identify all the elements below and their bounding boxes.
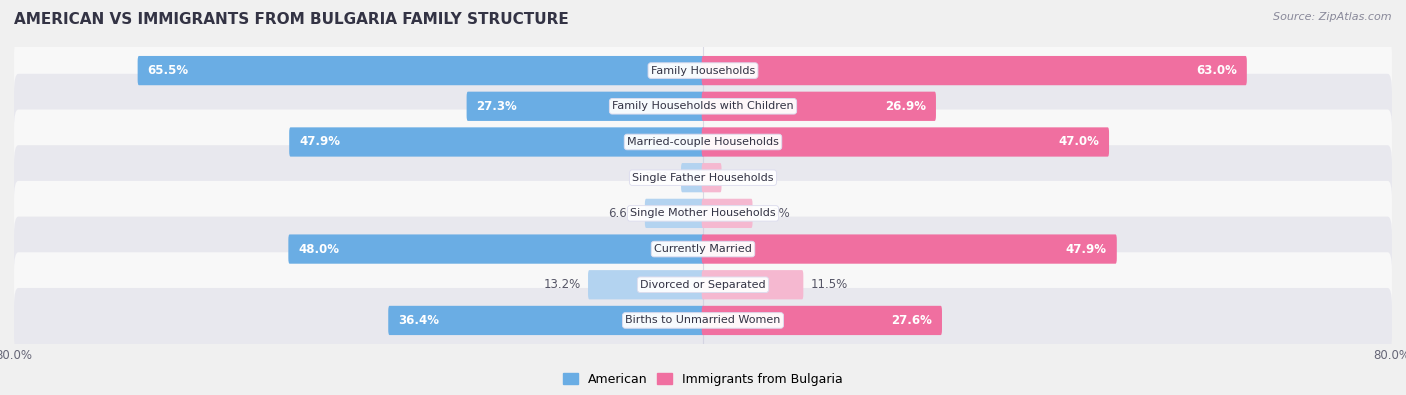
FancyBboxPatch shape xyxy=(14,145,1392,210)
Text: Married-couple Households: Married-couple Households xyxy=(627,137,779,147)
Text: Births to Unmarried Women: Births to Unmarried Women xyxy=(626,316,780,325)
Text: 47.9%: 47.9% xyxy=(299,135,340,149)
Text: 26.9%: 26.9% xyxy=(884,100,927,113)
Text: Family Households with Children: Family Households with Children xyxy=(612,101,794,111)
Text: Single Mother Households: Single Mother Households xyxy=(630,209,776,218)
FancyBboxPatch shape xyxy=(14,181,1392,246)
Text: Currently Married: Currently Married xyxy=(654,244,752,254)
FancyBboxPatch shape xyxy=(588,270,704,299)
FancyBboxPatch shape xyxy=(288,234,704,264)
Text: 2.4%: 2.4% xyxy=(644,171,673,184)
FancyBboxPatch shape xyxy=(290,127,704,157)
Text: Single Father Households: Single Father Households xyxy=(633,173,773,182)
FancyBboxPatch shape xyxy=(702,234,1116,264)
FancyBboxPatch shape xyxy=(702,199,752,228)
Text: AMERICAN VS IMMIGRANTS FROM BULGARIA FAMILY STRUCTURE: AMERICAN VS IMMIGRANTS FROM BULGARIA FAM… xyxy=(14,12,569,27)
Text: 48.0%: 48.0% xyxy=(298,243,339,256)
Legend: American, Immigrants from Bulgaria: American, Immigrants from Bulgaria xyxy=(558,368,848,391)
FancyBboxPatch shape xyxy=(467,92,704,121)
FancyBboxPatch shape xyxy=(14,216,1392,282)
FancyBboxPatch shape xyxy=(14,38,1392,103)
FancyBboxPatch shape xyxy=(14,288,1392,353)
FancyBboxPatch shape xyxy=(645,199,704,228)
Text: 2.0%: 2.0% xyxy=(728,171,759,184)
FancyBboxPatch shape xyxy=(702,270,803,299)
FancyBboxPatch shape xyxy=(681,163,704,192)
FancyBboxPatch shape xyxy=(702,56,1247,85)
FancyBboxPatch shape xyxy=(14,74,1392,139)
FancyBboxPatch shape xyxy=(14,252,1392,317)
Text: 36.4%: 36.4% xyxy=(398,314,439,327)
Text: 47.0%: 47.0% xyxy=(1059,135,1099,149)
Text: Family Households: Family Households xyxy=(651,66,755,75)
FancyBboxPatch shape xyxy=(388,306,704,335)
Text: 13.2%: 13.2% xyxy=(544,278,581,291)
Text: 27.6%: 27.6% xyxy=(891,314,932,327)
Text: 63.0%: 63.0% xyxy=(1197,64,1237,77)
Text: Source: ZipAtlas.com: Source: ZipAtlas.com xyxy=(1274,12,1392,22)
Text: 5.6%: 5.6% xyxy=(759,207,790,220)
FancyBboxPatch shape xyxy=(702,306,942,335)
FancyBboxPatch shape xyxy=(14,109,1392,175)
Text: 6.6%: 6.6% xyxy=(607,207,637,220)
FancyBboxPatch shape xyxy=(138,56,704,85)
Text: 11.5%: 11.5% xyxy=(811,278,848,291)
FancyBboxPatch shape xyxy=(702,127,1109,157)
Text: 27.3%: 27.3% xyxy=(477,100,517,113)
Text: 47.9%: 47.9% xyxy=(1066,243,1107,256)
FancyBboxPatch shape xyxy=(702,92,936,121)
Text: Divorced or Separated: Divorced or Separated xyxy=(640,280,766,290)
FancyBboxPatch shape xyxy=(702,163,721,192)
Text: 65.5%: 65.5% xyxy=(148,64,188,77)
